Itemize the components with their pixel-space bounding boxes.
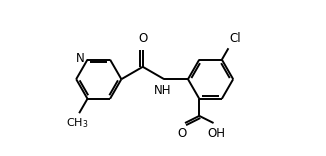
Text: O: O bbox=[178, 127, 187, 140]
Text: Cl: Cl bbox=[230, 32, 241, 45]
Text: N: N bbox=[76, 52, 85, 65]
Text: O: O bbox=[138, 32, 147, 45]
Text: OH: OH bbox=[207, 127, 225, 140]
Text: NH: NH bbox=[154, 84, 172, 98]
Text: CH$_3$: CH$_3$ bbox=[66, 116, 88, 130]
